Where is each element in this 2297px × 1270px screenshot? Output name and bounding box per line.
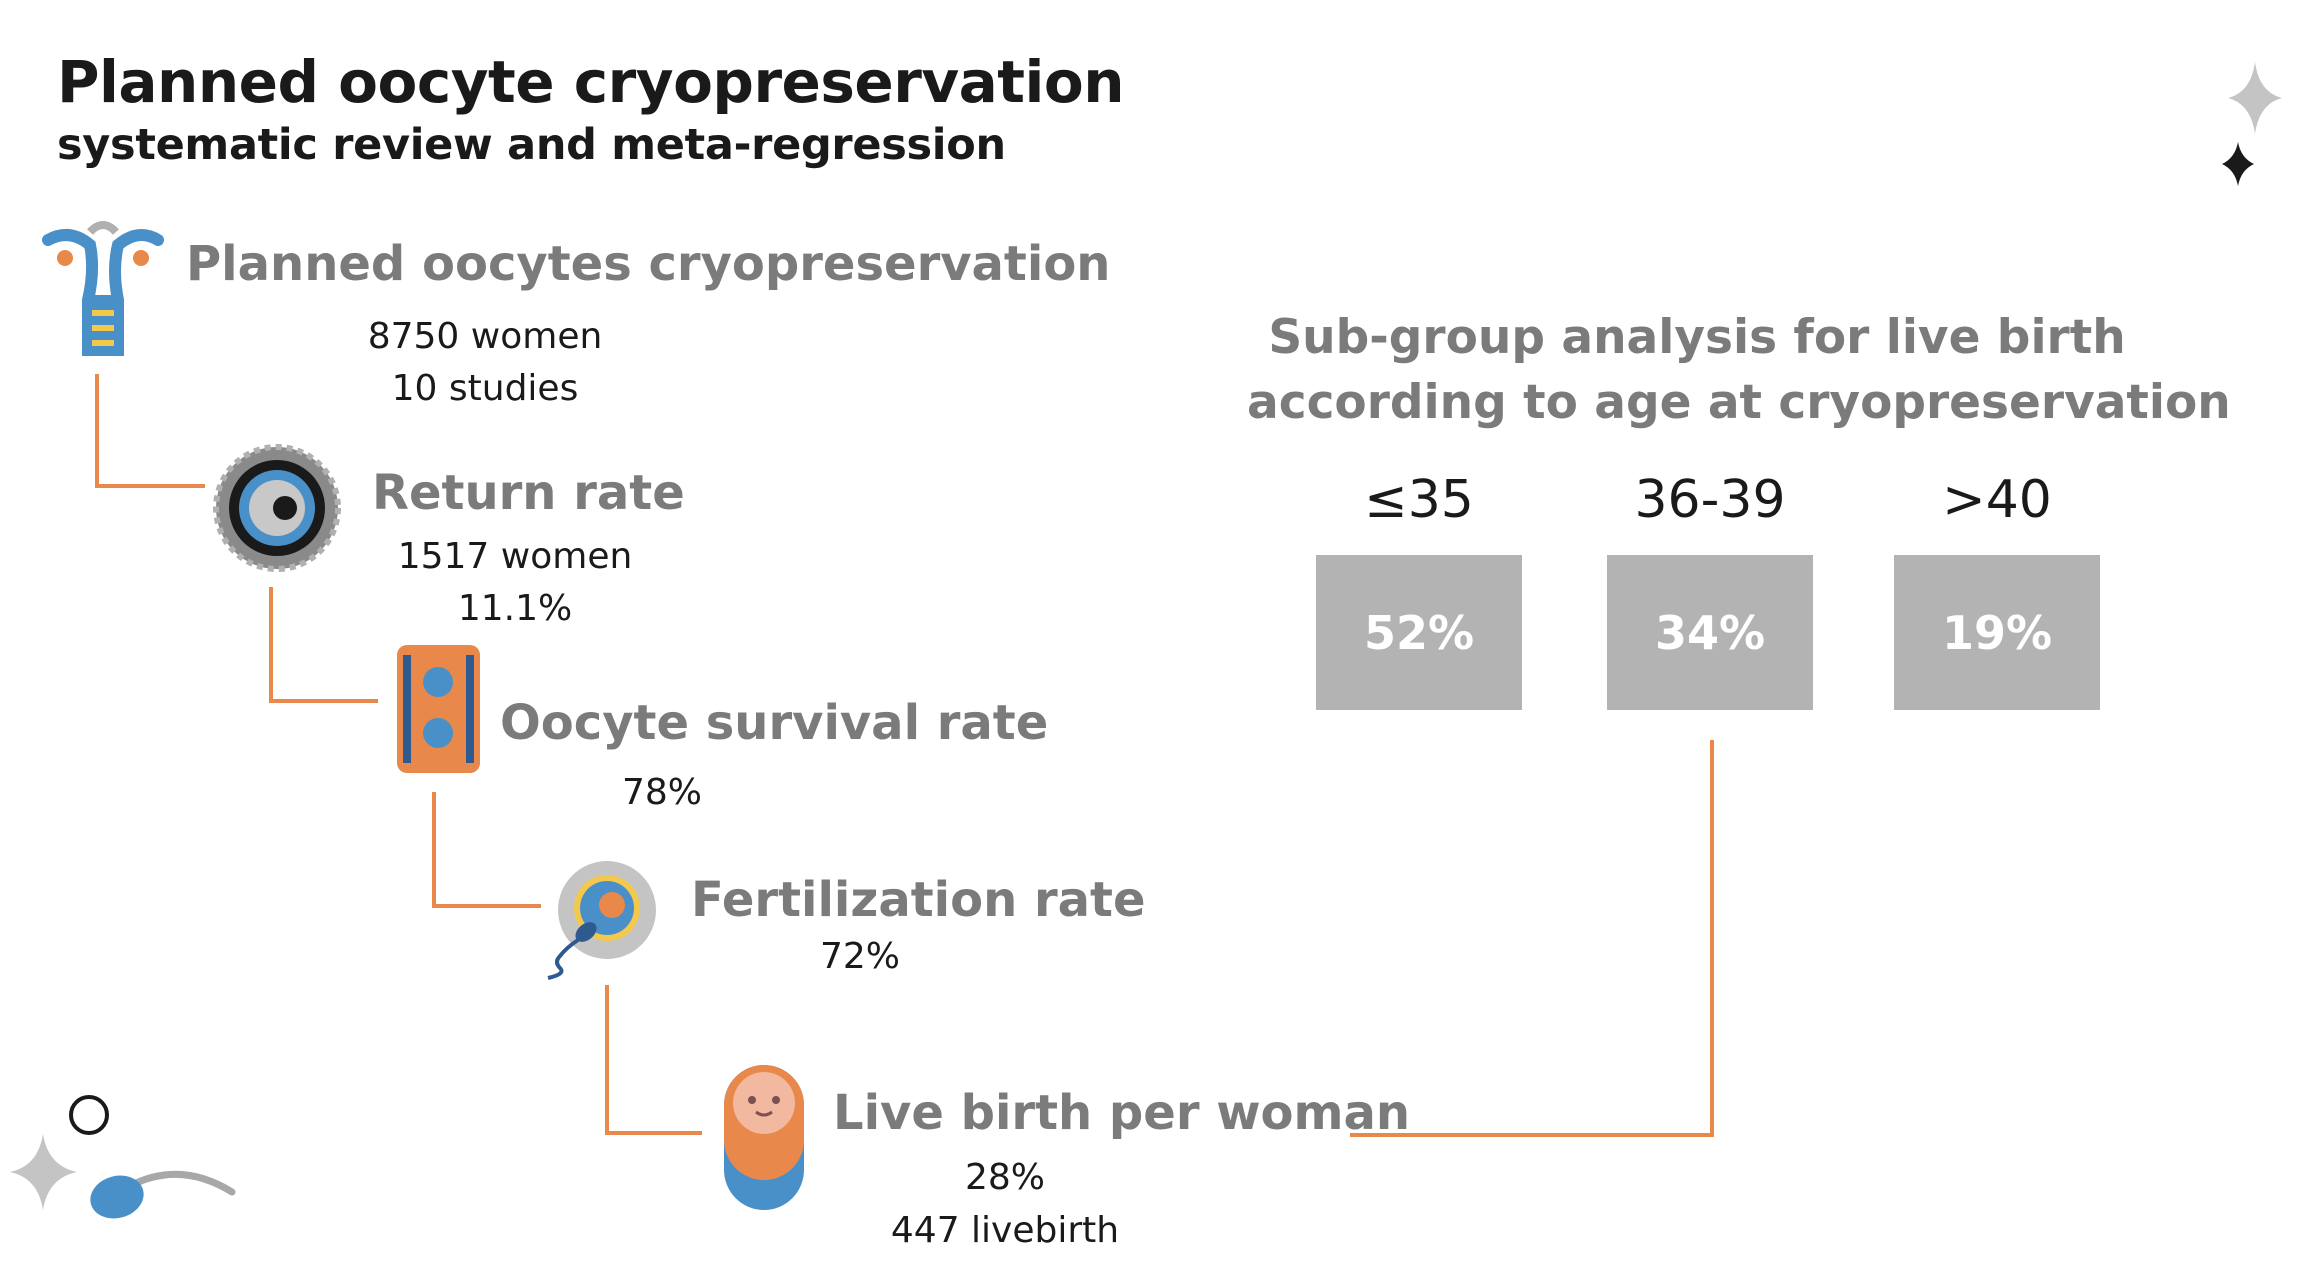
subgroup-value-box: 52%	[1316, 555, 1522, 710]
sparkle-gray-icon	[10, 1134, 77, 1210]
step-label-planned: Planned oocytes cryopreservation	[186, 236, 1111, 292]
step-label-livebirth: Live birth per woman	[833, 1085, 1411, 1141]
step-value-survival: 78%	[621, 772, 702, 813]
connector-2	[269, 587, 378, 703]
sperm-tail-icon	[126, 1170, 236, 1196]
subgroup-value-box: 19%	[1894, 555, 2100, 710]
step-label-return: Return rate	[372, 465, 685, 521]
sparkle-small-icon	[2222, 142, 2254, 186]
subgroup-value: 52%	[1363, 605, 1475, 660]
subgroup-value-box: 34%	[1607, 555, 1813, 710]
step-value-livebirth-pct: 28%	[964, 1157, 1045, 1198]
step-value-return-women: 1517 women	[397, 536, 633, 577]
ring-icon	[69, 1095, 109, 1135]
step-value-livebirth-count: 447 livebirth	[890, 1210, 1120, 1251]
subgroup-title-line1: Sub-group analysis for live birth	[1268, 310, 2126, 365]
subgroup-value: 19%	[1941, 605, 2053, 660]
step-label-fertilization: Fertilization rate	[691, 872, 1146, 928]
sperm-head-icon	[90, 1175, 144, 1219]
sparkle-large-icon	[2228, 62, 2282, 134]
page-title: Planned oocyte cryopreservation	[57, 48, 1125, 116]
connector-3	[432, 792, 541, 908]
connector-1	[95, 374, 205, 488]
age-group-label: ≤35	[1364, 470, 1474, 530]
page-subtitle: systematic review and meta-regression	[57, 120, 1006, 170]
step-value-studies: 10 studies	[391, 368, 579, 409]
step-value-return-pct: 11.1%	[457, 588, 573, 629]
subgroup-value: 34%	[1654, 605, 1766, 660]
step-value-women: 8750 women	[367, 316, 603, 357]
connector-subgroup	[1350, 740, 1714, 1137]
age-group-label: >40	[1942, 470, 2052, 530]
connector-4	[605, 985, 702, 1135]
age-group-label: 36-39	[1634, 470, 1786, 530]
subgroup-title-line2: according to age at cryopreservation	[1247, 375, 2231, 430]
step-label-survival: Oocyte survival rate	[500, 695, 1049, 751]
step-value-fertilization: 72%	[819, 936, 900, 977]
